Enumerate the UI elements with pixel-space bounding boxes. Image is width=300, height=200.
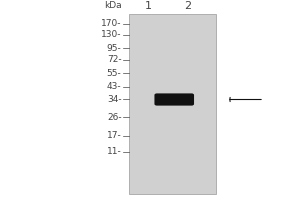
Text: 11-: 11- [107,147,122,156]
Text: 26-: 26- [107,113,122,122]
Text: 72-: 72- [107,55,122,64]
Text: 2: 2 [184,1,192,11]
Text: 130-: 130- [101,30,122,39]
Bar [129,14,216,194]
Text: 95-: 95- [107,44,122,53]
Text: 170-: 170- [101,19,122,28]
FancyBboxPatch shape [154,93,194,106]
Text: 17-: 17- [107,131,122,140]
Text: 1: 1 [145,1,152,11]
Text: kDa: kDa [104,1,122,10]
Text: 55-: 55- [107,69,122,78]
Text: 43-: 43- [107,82,122,91]
Text: 34-: 34- [107,95,122,104]
